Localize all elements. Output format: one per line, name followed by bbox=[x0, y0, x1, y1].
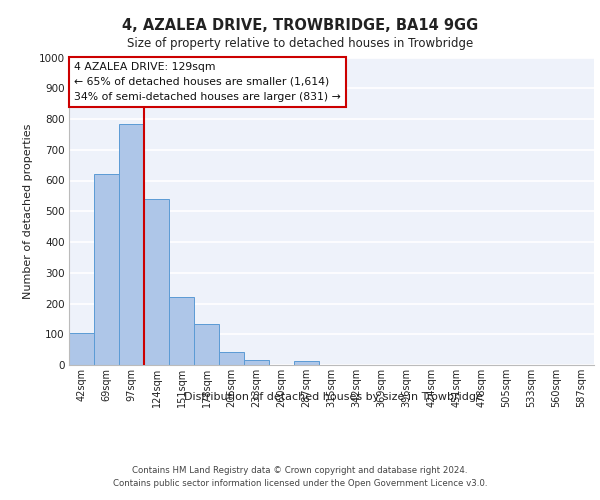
Bar bbox=[244, 360, 269, 365]
Bar bbox=[220, 352, 244, 365]
Bar bbox=[119, 124, 143, 365]
Bar bbox=[94, 174, 119, 365]
Y-axis label: Number of detached properties: Number of detached properties bbox=[23, 124, 33, 299]
Bar bbox=[145, 199, 169, 365]
Text: Size of property relative to detached houses in Trowbridge: Size of property relative to detached ho… bbox=[127, 38, 473, 51]
Text: 4, AZALEA DRIVE, TROWBRIDGE, BA14 9GG: 4, AZALEA DRIVE, TROWBRIDGE, BA14 9GG bbox=[122, 18, 478, 32]
Text: Contains HM Land Registry data © Crown copyright and database right 2024.
Contai: Contains HM Land Registry data © Crown c… bbox=[113, 466, 487, 487]
Bar bbox=[169, 296, 194, 365]
Bar bbox=[295, 362, 319, 365]
Text: Distribution of detached houses by size in Trowbridge: Distribution of detached houses by size … bbox=[184, 392, 482, 402]
Text: 4 AZALEA DRIVE: 129sqm
← 65% of detached houses are smaller (1,614)
34% of semi-: 4 AZALEA DRIVE: 129sqm ← 65% of detached… bbox=[74, 62, 341, 102]
Bar bbox=[194, 324, 218, 365]
Bar bbox=[70, 334, 94, 365]
